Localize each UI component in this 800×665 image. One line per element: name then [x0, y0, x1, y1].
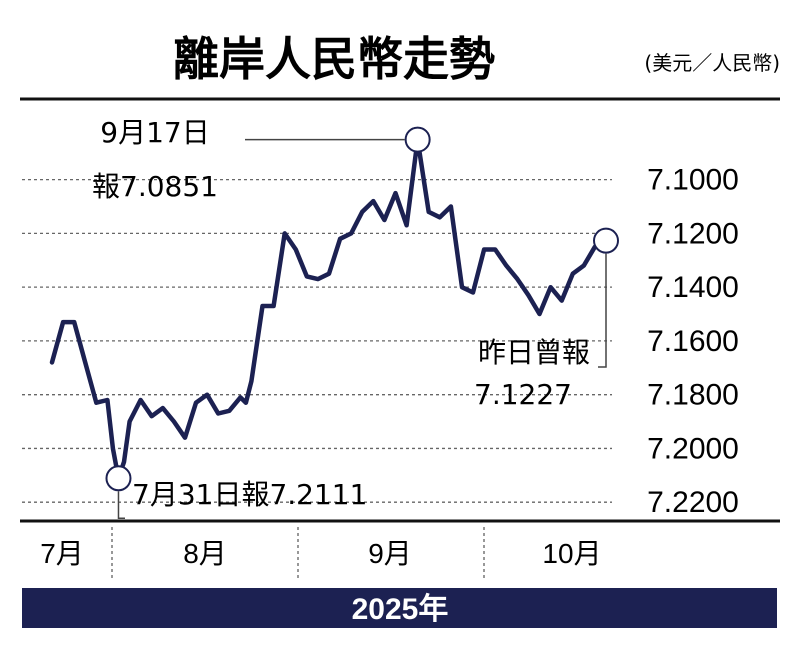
y-tick-label: 7.1600 [647, 325, 739, 358]
peak-annotation-value: 報7.0851 [92, 170, 218, 203]
gridlines [22, 178, 612, 503]
annotation-leaders [117, 138, 607, 520]
latest-marker [593, 227, 619, 254]
series-line [49, 137, 609, 481]
month-ticks [111, 527, 485, 580]
chart-title: 離岸人民幣走勢 [173, 32, 495, 86]
annotation-markers [105, 126, 619, 492]
month-label: 9月 [368, 538, 412, 569]
month-label: 10月 [542, 538, 601, 569]
y-tick-label: 7.2000 [647, 432, 739, 465]
y-tick-label: 7.1000 [647, 164, 739, 197]
latest-annotation-label: 昨日曾報 [478, 336, 590, 369]
month-labels: 7月 8月 9月 10月 [40, 538, 601, 569]
y-tick-label: 7.1400 [647, 271, 739, 304]
year-label: 2025年 [352, 593, 449, 626]
month-label: 7月 [40, 538, 84, 569]
low-marker [105, 465, 132, 492]
latest-leader [598, 253, 607, 368]
unit-label: (美元／人民幣) [644, 51, 780, 75]
peak-annotation-date: 9月17日 [100, 116, 209, 149]
y-tick-label: 7.1200 [647, 217, 739, 250]
y-tick-label: 7.2200 [647, 486, 739, 519]
month-label: 8月 [183, 538, 227, 569]
latest-annotation-value: 7.1227 [474, 378, 572, 411]
year-banner [22, 588, 777, 628]
y-tick-labels: 7.1000 7.1200 7.1400 7.1600 7.1800 7.2000 7.22… [647, 164, 739, 520]
low-leader [117, 491, 125, 520]
peak-marker [404, 126, 431, 153]
low-annotation: 7月31日報7.2111 [132, 478, 367, 511]
y-tick-label: 7.1800 [647, 379, 739, 412]
